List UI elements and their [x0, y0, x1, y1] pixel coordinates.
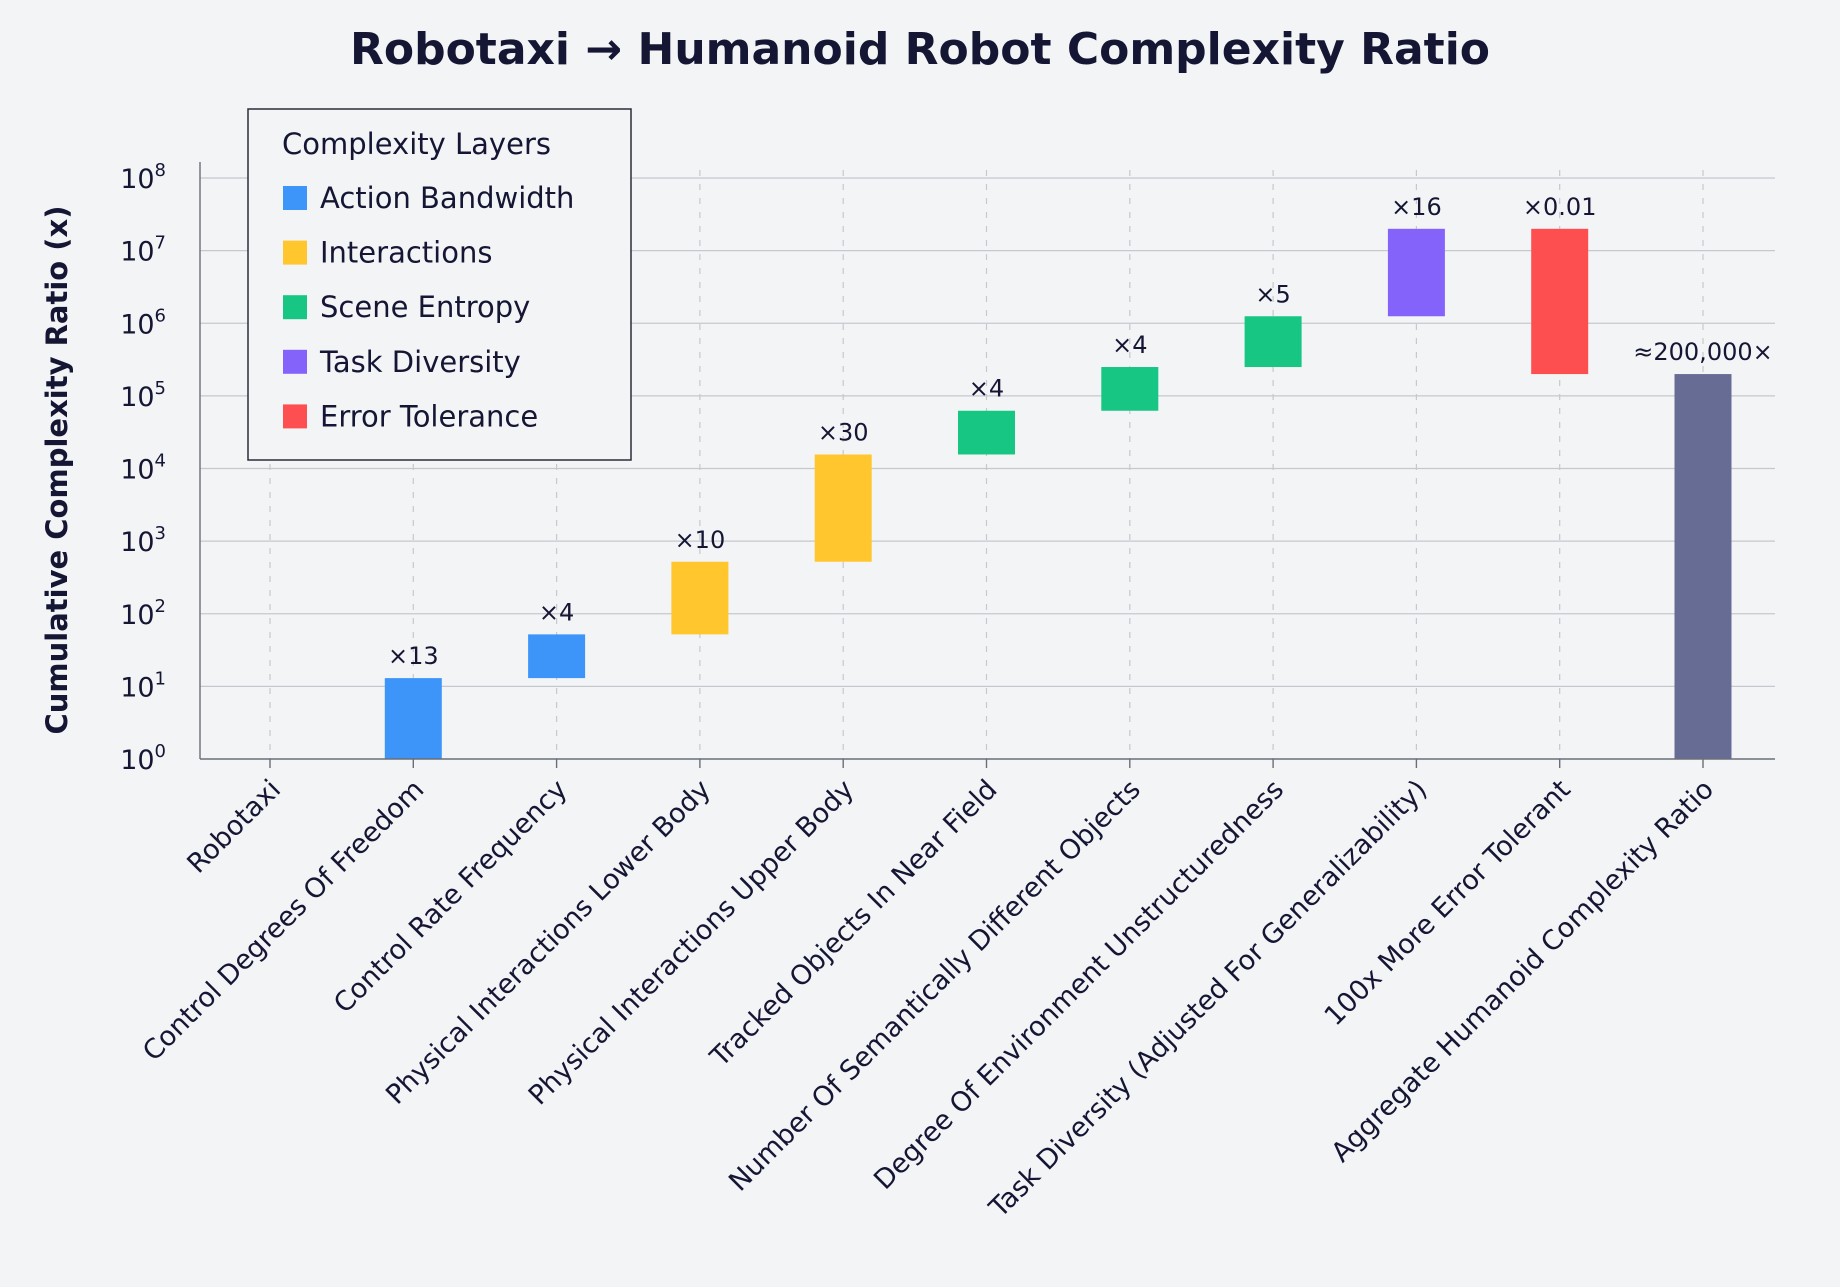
chart-title: Robotaxi → Humanoid Robot Complexity Rat…	[350, 24, 1490, 75]
y-tick-label: 102	[120, 596, 166, 631]
x-tick-label: Control Rate Frequency	[328, 774, 573, 1019]
axes	[199, 162, 1775, 768]
x-tick-label: 100x More Error Tolerant	[1319, 774, 1577, 1032]
data-label: ×5	[1255, 280, 1290, 308]
data-label: ×30	[818, 418, 869, 446]
legend-swatch	[283, 186, 307, 210]
bar	[1101, 367, 1159, 411]
x-tick-label: Physical Interactions Upper Body	[523, 774, 860, 1111]
bar	[1244, 316, 1302, 368]
legend-swatch	[283, 349, 307, 374]
y-ticks: 100 101 102 103 104 105 106 107 108	[120, 160, 166, 776]
legend-label: Action Bandwidth	[320, 181, 574, 215]
bar	[1674, 374, 1732, 759]
bar	[958, 410, 1015, 455]
data-label: ×16	[1391, 193, 1442, 221]
legend-swatch	[283, 404, 307, 429]
legend-swatch	[283, 240, 307, 265]
bar	[528, 634, 586, 679]
legend-label: Scene Entropy	[320, 290, 530, 324]
legend-label: Interactions	[320, 236, 492, 270]
data-label: ×13	[388, 642, 439, 670]
legend-box	[247, 108, 632, 461]
x-tick-label: Physical Interactions Lower Body	[380, 774, 717, 1111]
bar	[1387, 228, 1445, 317]
y-axis-label: Cumulative Complexity Ratio (x)	[40, 205, 74, 734]
x-tick-label: Control Degrees Of Freedom	[137, 774, 430, 1067]
legend-label: Task Diversity	[319, 345, 521, 379]
y-tick-label: 100	[120, 741, 166, 776]
x-tick-label: Tracked Objects In Near Field	[704, 774, 1004, 1074]
bar	[671, 561, 729, 635]
y-tick-label: 107	[120, 233, 166, 268]
data-labels: ×13 ×4 ×10 ×30 ×4 ×4 ×5 ×16 ×0.01 ≈200,000×	[388, 193, 1773, 670]
y-tick-label: 103	[120, 523, 166, 558]
y-tick-label: 101	[120, 668, 166, 703]
legend-title: Complexity Layers	[282, 127, 551, 161]
bar	[1531, 228, 1589, 375]
y-tick-label: 105	[120, 378, 166, 413]
data-label: ×0.01	[1523, 193, 1597, 221]
y-tick-label: 104	[120, 451, 166, 486]
y-tick-label: 108	[120, 160, 166, 195]
data-label: ×10	[675, 526, 726, 554]
bars	[384, 228, 1732, 759]
data-label: ×4	[969, 375, 1004, 403]
legend: Complexity Layers Action Bandwidth Intera…	[247, 108, 632, 461]
bar	[814, 454, 872, 562]
data-label: ×4	[1112, 331, 1147, 359]
x-tick-label: Robotaxi	[181, 774, 287, 880]
data-label: ×4	[539, 598, 574, 626]
data-label: ≈200,000×	[1633, 338, 1772, 366]
legend-swatch	[283, 295, 307, 320]
legend-label: Error Tolerance	[320, 399, 538, 433]
y-tick-label: 106	[120, 305, 166, 340]
bar	[384, 678, 442, 759]
